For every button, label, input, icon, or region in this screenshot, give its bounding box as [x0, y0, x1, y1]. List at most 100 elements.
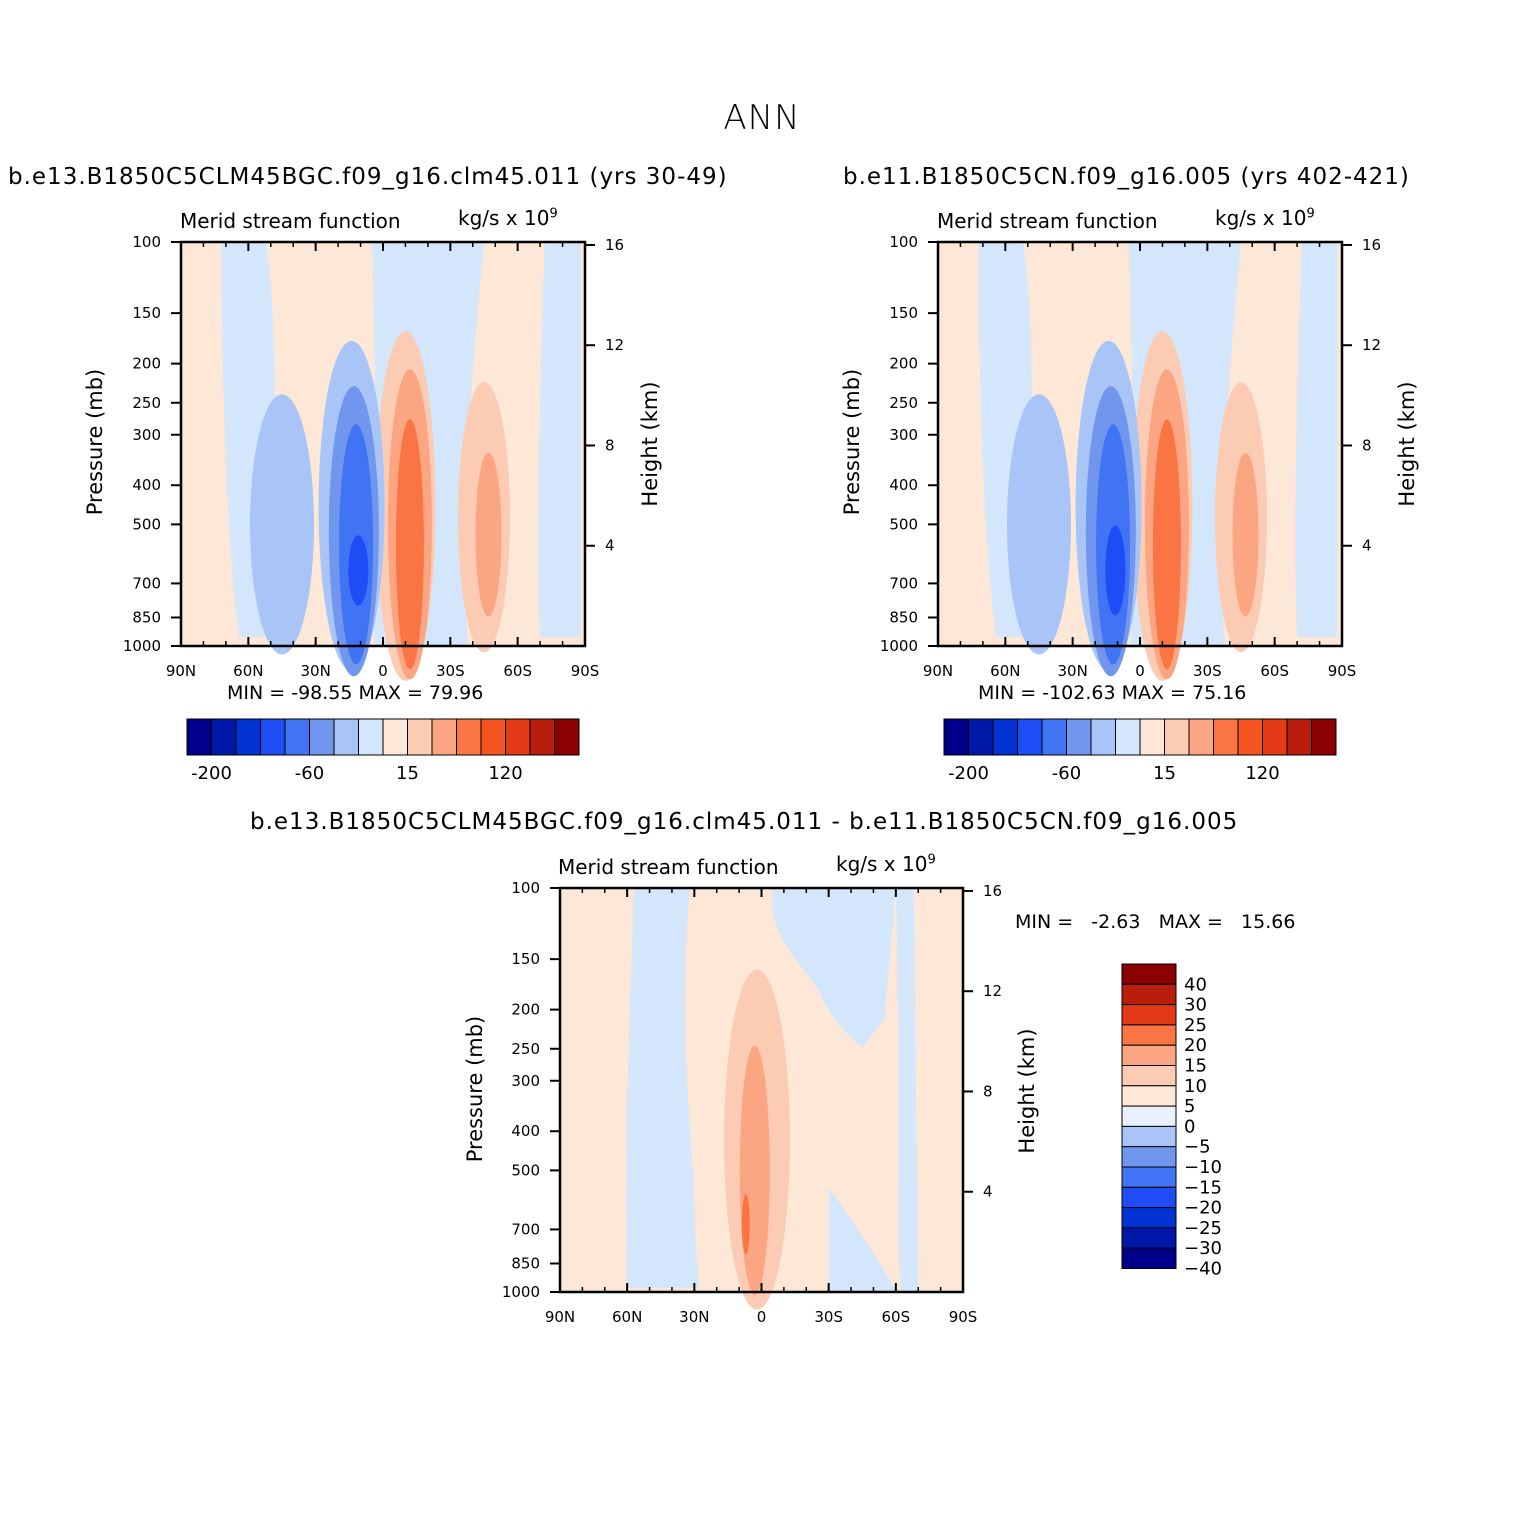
x-tick-label: 60N — [612, 1308, 642, 1326]
colorbar-box — [431, 718, 457, 756]
colorbar-box — [505, 718, 531, 756]
colorbar-box — [992, 718, 1018, 756]
y2-tick-label: 12 — [1362, 336, 1381, 354]
x-tick-label: 0 — [757, 1308, 767, 1326]
y-tick-label: 150 — [511, 950, 540, 968]
y-tick-label: 700 — [132, 574, 161, 592]
colorbar-box — [1311, 718, 1337, 756]
y-tick-label: 700 — [889, 574, 918, 592]
neg-band-sh — [1295, 242, 1338, 637]
colorbar-box — [1121, 1166, 1177, 1188]
y-tick-label: 850 — [511, 1254, 540, 1272]
x-tick-label: 30S — [436, 662, 465, 680]
y-tick-label: 200 — [889, 355, 918, 373]
colorbar-box — [1121, 983, 1177, 1006]
panel-1-field — [181, 242, 585, 681]
colorbar-label: 30 — [1184, 995, 1207, 1016]
panel-2-field — [938, 242, 1342, 681]
y-tick-label: 100 — [511, 879, 540, 897]
y-tick-label: 850 — [132, 608, 161, 626]
x-tick-label: 90N — [923, 662, 953, 680]
x-tick-label: 30N — [679, 1308, 709, 1326]
panel-3-units-label: kg/s x 109 — [836, 852, 936, 876]
y-tick-label: 500 — [889, 515, 918, 533]
panel-2-title: b.e11.B1850C5CN.f09_g16.005 (yrs 402-421… — [843, 164, 1410, 190]
panel-1-minmax: MIN = -98.55 MAX = 79.96 — [227, 682, 484, 704]
diff-neg-sh — [895, 888, 919, 1292]
colorbar-label: −20 — [1184, 1198, 1222, 1219]
y2-tick-label: 12 — [983, 982, 1002, 1000]
colorbar-label: 20 — [1184, 1035, 1207, 1056]
x-tick-label: 60S — [503, 662, 532, 680]
ferrel-pos-core — [475, 452, 502, 617]
panel-2-axes: 90N 60N 30N 0 30S 60S 90S 100 150 200 250 300 400 500… — [880, 233, 1381, 680]
hadley-neg-core — [1105, 525, 1126, 616]
colorbar-box — [1121, 1186, 1177, 1209]
panel-1-axes: 90N 60N 30N 0 30S 60S 90S 100 150 200 250 300 400 500… — [123, 233, 624, 680]
y-tick-label: 100 — [132, 233, 161, 251]
colorbar-label: −5 — [1184, 1137, 1211, 1158]
y2-tick-label: 16 — [605, 236, 624, 254]
colorbar-box — [1237, 718, 1263, 756]
x-tick-label: 0 — [378, 662, 388, 680]
colorbar-box — [968, 718, 994, 756]
colorbar-box — [358, 718, 384, 756]
main-title: ANN — [723, 98, 801, 138]
y2-tick-label: 4 — [1362, 537, 1372, 555]
panel-3-field — [560, 888, 963, 1310]
colorbar-label: 10 — [1184, 1076, 1207, 1097]
nh-neg-cell — [1007, 394, 1071, 655]
x-tick-label: 60S — [882, 1308, 911, 1326]
colorbar-label: 25 — [1184, 1015, 1207, 1036]
x-tick-label: 90N — [545, 1308, 575, 1326]
colorbar-label: −40 — [1184, 1259, 1222, 1280]
y-tick-label: 1000 — [880, 637, 918, 655]
y2-tick-label: 16 — [983, 882, 1002, 900]
colorbar-box — [1139, 718, 1165, 756]
colorbar-box — [943, 718, 969, 756]
colorbar-box — [211, 718, 237, 756]
panel-1-units-label: kg/s x 109 — [458, 206, 558, 230]
colorbar-box — [407, 718, 433, 756]
y-tick-label: 250 — [889, 394, 918, 412]
x-tick-label: 30S — [1193, 662, 1222, 680]
hadley-pos-core — [1152, 419, 1181, 670]
diff-pos-core — [741, 1194, 750, 1255]
colorbar-box — [1121, 1044, 1177, 1066]
y-tick-label: 300 — [132, 426, 161, 444]
colorbar-label: 15 — [396, 763, 419, 784]
colorbar-box — [1286, 718, 1312, 756]
colorbar-box — [1115, 718, 1141, 756]
y-tick-label: 400 — [132, 476, 161, 494]
colorbar-box — [382, 718, 408, 756]
colorbar-box — [309, 718, 335, 756]
colorbar-box — [1121, 1227, 1177, 1249]
panel-2-left-label: Merid stream function — [937, 209, 1158, 233]
colorbar-1: -200 -60 15 120 — [186, 718, 580, 784]
y-tick-label: 850 — [889, 608, 918, 626]
x-tick-label: 30N — [301, 662, 331, 680]
y-tick-label: 500 — [511, 1161, 540, 1179]
colorbar-box — [1121, 1065, 1177, 1087]
colorbar-label: -200 — [191, 763, 232, 784]
x-tick-label: 60N — [990, 662, 1020, 680]
colorbar-box — [1041, 718, 1067, 756]
ferrel-pos-core — [1232, 452, 1259, 617]
y-tick-label: 250 — [132, 394, 161, 412]
colorbar-box — [1121, 1207, 1177, 1229]
panel-3-title: b.e13.B1850C5CLM45BGC.f09_g16.clm45.011 … — [250, 809, 1239, 835]
colorbar-label: −10 — [1184, 1157, 1222, 1178]
diff-neg-lower — [828, 1188, 896, 1292]
colorbar-box — [1213, 718, 1239, 756]
colorbar-label: 40 — [1184, 974, 1207, 995]
colorbar-box — [260, 718, 286, 756]
x-tick-label: 30N — [1058, 662, 1088, 680]
panel-2-units-label: kg/s x 109 — [1215, 206, 1315, 230]
x-tick-label: 60N — [233, 662, 263, 680]
y-tick-label: 250 — [511, 1040, 540, 1058]
x-tick-label: 30S — [814, 1308, 843, 1326]
panel-1-left-label: Merid stream function — [180, 209, 401, 233]
y-tick-label: 150 — [132, 304, 161, 322]
colorbar-box — [235, 718, 261, 756]
